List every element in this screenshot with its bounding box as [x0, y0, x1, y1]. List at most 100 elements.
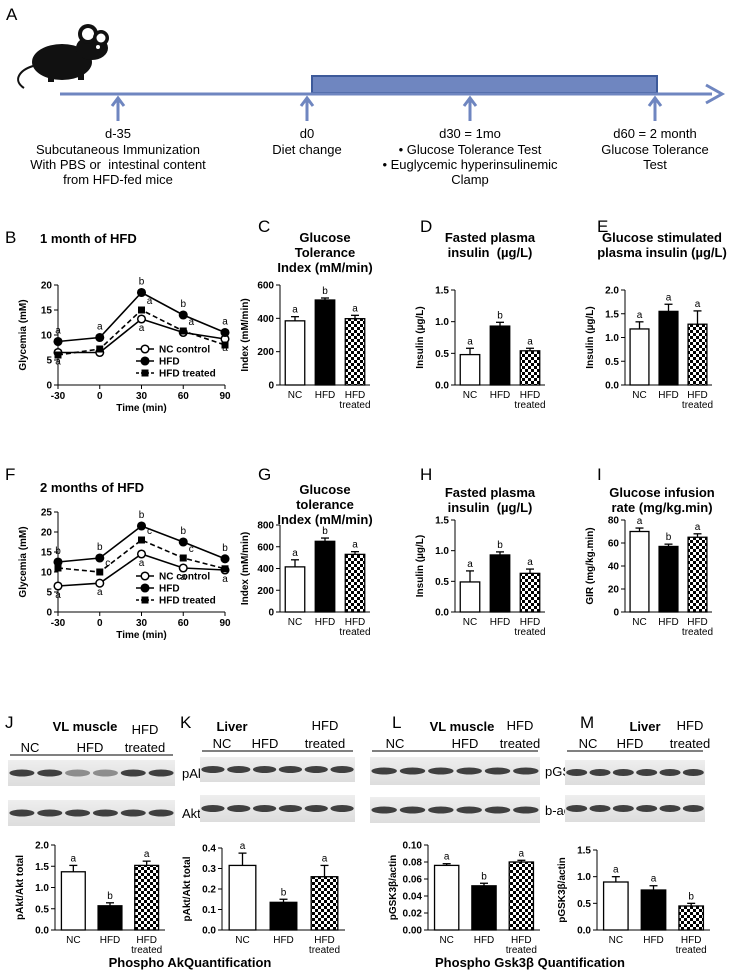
- blot-strip: [370, 757, 540, 785]
- blot-band: [120, 769, 146, 777]
- text-line: Test: [643, 157, 667, 172]
- marker: [141, 596, 149, 604]
- text-line: Glucose: [299, 230, 350, 245]
- y-tick-label: 20: [608, 585, 620, 596]
- blot-band: [659, 769, 681, 776]
- text-line: insulin (µg/L): [448, 245, 533, 260]
- x-tick-label: NC: [463, 617, 477, 628]
- text-line: HFD: [677, 718, 704, 733]
- blot-strip: [370, 797, 540, 823]
- event-arrowhead: [110, 95, 126, 107]
- text-line: treated: [500, 736, 540, 751]
- text-line: Fasted plasma: [445, 485, 536, 500]
- event-text: Glucose Tolerance Test: [601, 142, 708, 172]
- bar-letter: a: [322, 853, 328, 864]
- bar-letter: a: [637, 516, 643, 527]
- chart-title: VL muscle: [430, 719, 495, 734]
- x-tick-label: HFD treated: [339, 390, 370, 411]
- y-tick-label: 80: [608, 516, 620, 527]
- bar-letter: b: [666, 532, 672, 543]
- y-tick-label: 800: [257, 521, 274, 532]
- y-tick-label: 1.5: [435, 516, 449, 527]
- blot-band: [227, 766, 251, 773]
- y-axis-label: pAkt/Akt total: [15, 855, 26, 920]
- panel-letter: K: [180, 713, 192, 732]
- bar: [310, 876, 339, 931]
- bar: [658, 545, 679, 613]
- y-tick-label: 400: [257, 314, 274, 325]
- y-axis-label: pGSK3β/actin: [557, 857, 568, 923]
- blot-strip: [200, 795, 355, 822]
- text-line: Index (mM/min): [277, 260, 372, 275]
- blot-band: [304, 805, 328, 812]
- x-tick-label: NC: [632, 617, 646, 628]
- marker: [53, 581, 63, 591]
- x-tick-label: HFD: [658, 617, 679, 628]
- event-text: Subcutaneous Immunization With PBS or int…: [30, 142, 206, 187]
- chart-title: Liver: [216, 719, 247, 734]
- text-line: tolerance: [296, 497, 354, 512]
- y-tick-label: 0.0: [202, 926, 216, 937]
- marker: [136, 521, 147, 531]
- legend-label: HFD: [159, 357, 180, 368]
- panel-letter: B: [5, 228, 16, 247]
- bar: [97, 905, 123, 931]
- marker: [95, 332, 105, 343]
- panel-letter: I: [597, 465, 602, 484]
- blot-strip: [8, 800, 175, 826]
- bar-letter: a: [527, 336, 533, 347]
- blot-band: [278, 766, 303, 773]
- blot-band: [659, 805, 681, 812]
- x-tick-label: HFD: [658, 390, 679, 401]
- x-tick-label: HFD: [490, 390, 511, 401]
- x-tick-label: HFD: [643, 935, 664, 946]
- text-line: insulin (µg/L): [448, 500, 533, 515]
- blot-band: [148, 769, 174, 777]
- y-tick-label: 20: [41, 281, 53, 292]
- y-tick-label: 1.5: [35, 862, 49, 873]
- y-tick-label: 25: [41, 508, 53, 519]
- y-axis-label: Insulin (µg/L): [415, 535, 426, 597]
- x-tick-label: NC: [288, 617, 302, 628]
- footer-label: Phospho AkQuantification: [109, 955, 272, 970]
- bar: [471, 885, 497, 931]
- blot-group-label: HFD: [252, 736, 279, 751]
- y-tick-label: 10: [41, 568, 53, 579]
- x-tick-label: HFD treated: [676, 935, 707, 956]
- point-letter: b: [180, 299, 186, 310]
- blot-band: [682, 805, 704, 812]
- blot-group-label: HFD treated: [305, 718, 345, 751]
- bar-letter: a: [144, 849, 150, 860]
- x-tick-label: HFD: [273, 935, 294, 946]
- marker: [53, 336, 63, 347]
- y-tick-label: 0: [268, 381, 274, 392]
- point-letter: b: [222, 543, 228, 554]
- blot-band: [484, 806, 511, 814]
- x-tick-label: HFD treated: [131, 935, 162, 956]
- x-tick-label: HFD: [474, 935, 495, 946]
- y-axis-label: Insulin (µg/L): [415, 306, 426, 368]
- text-line: treated: [514, 627, 545, 638]
- y-tick-label: 0.00: [403, 926, 423, 937]
- y-tick-label: 0.0: [605, 381, 619, 392]
- text-line: HFD: [520, 390, 541, 401]
- bar: [629, 530, 650, 613]
- bar: [228, 864, 257, 931]
- marker: [140, 356, 150, 366]
- y-tick-label: 0.04: [403, 892, 423, 903]
- text-line: With PBS or intestinal content: [30, 157, 206, 172]
- text-line: HFD: [132, 722, 159, 737]
- y-tick-label: 15: [41, 548, 53, 559]
- bar: [489, 554, 511, 613]
- y-tick-label: 10: [41, 331, 53, 342]
- y-tick-label: 0.3: [202, 864, 216, 875]
- x-tick-label: HFD treated: [682, 617, 713, 638]
- text-line: HFD: [312, 718, 339, 733]
- timeline-arrowhead: [705, 83, 726, 105]
- y-tick-label: 0.0: [435, 608, 449, 619]
- y-axis-label: Glycemia (mM): [18, 526, 29, 597]
- blot-band: [589, 769, 611, 776]
- y-tick-label: 0.06: [403, 875, 423, 886]
- x-tick-label: 30: [136, 618, 148, 629]
- blot-band: [201, 805, 225, 812]
